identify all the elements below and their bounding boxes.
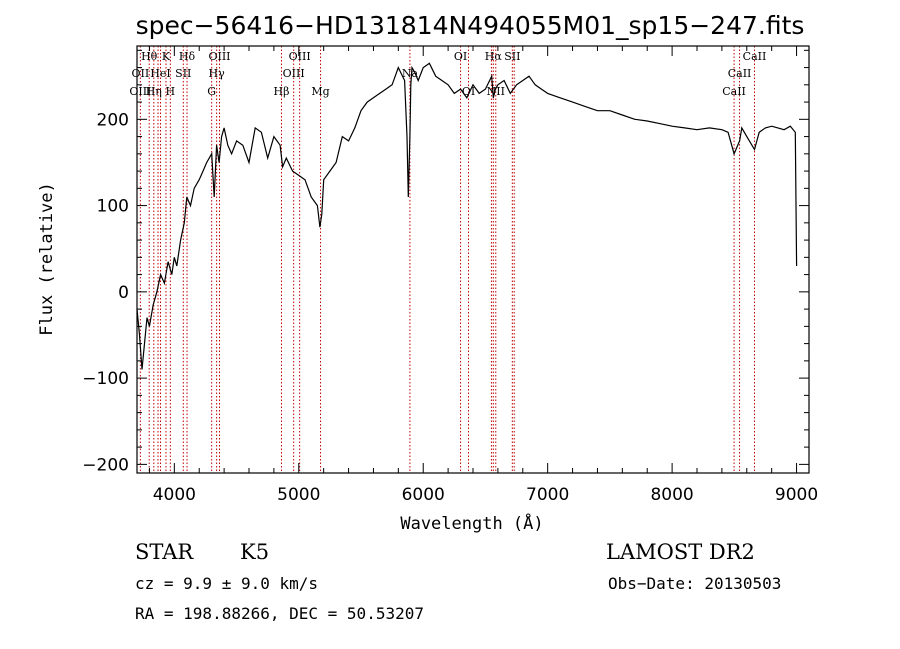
emission-line-labels: OII OIII Hθ Hη HeI K H SII Hδ G Hγ OIII Hβ OIII OIII Mg…	[129, 50, 766, 98]
y-tick-label: 100	[97, 197, 129, 217]
line-marker-label: SII	[175, 67, 191, 80]
line-marker-label: OIII	[283, 67, 305, 80]
line-marker-label: Hα	[485, 50, 503, 63]
line-marker-label: OI	[454, 50, 467, 63]
axis-tick-labels: 4000 5000 6000 7000 8000 9000 −200 −100 0 100 200	[82, 110, 818, 505]
line-marker-label: H	[166, 85, 176, 98]
x-tick-label: 7000	[526, 485, 569, 505]
redshift-text: cz = 9.9 ± 9.0 km/s	[135, 574, 319, 593]
obs-date: Obs−Date: 20130503	[608, 574, 782, 593]
axis-ticks	[137, 46, 809, 473]
y-tick-label: 200	[97, 110, 129, 130]
plot-frame	[136, 45, 810, 474]
object-class: STAR	[135, 540, 194, 564]
line-marker-label: SII	[504, 50, 520, 63]
y-tick-label: −200	[82, 455, 129, 475]
coordinates-text: RA = 198.88266, DEC = 50.53207	[135, 604, 424, 623]
line-marker-label: Na	[402, 67, 419, 80]
line-marker-label: NII	[487, 85, 505, 98]
y-tick-label: 0	[118, 283, 129, 303]
line-marker-label: Hδ	[179, 50, 196, 63]
emission-line-markers	[139, 46, 755, 473]
y-tick-label: −100	[82, 369, 129, 389]
line-marker-label: HeI	[150, 67, 170, 80]
line-marker-label: OIII	[289, 50, 311, 63]
line-marker-label: OI	[462, 85, 475, 98]
line-marker-label: Hγ	[209, 67, 226, 80]
line-marker-label: Hβ	[274, 85, 290, 98]
x-axis-label: Wavelength (Å)	[400, 512, 543, 534]
line-marker-label: CaII	[728, 67, 752, 80]
x-tick-label: 9000	[775, 485, 818, 505]
line-marker-label: Hη	[146, 85, 162, 98]
x-tick-label: 6000	[402, 485, 445, 505]
line-marker-label: G	[207, 85, 216, 98]
x-tick-label: 5000	[277, 485, 320, 505]
line-marker-label: OII	[132, 67, 150, 80]
line-marker-label: CaII	[722, 85, 746, 98]
line-marker-label: Mg	[311, 85, 329, 98]
line-marker-label: Hθ	[141, 50, 158, 63]
survey-name: LAMOST DR2	[606, 540, 755, 564]
x-tick-label: 8000	[650, 485, 693, 505]
spectrum-series-line	[136, 62, 798, 370]
x-tick-label: 4000	[153, 485, 196, 505]
chart-title: spec−56416−HD131814N494055M01_sp15−247.f…	[136, 11, 805, 40]
line-marker-label: K	[162, 50, 171, 63]
line-marker-label: OIII	[208, 50, 230, 63]
line-marker-label: CaII	[743, 50, 767, 63]
line-marker-label: OIII	[129, 85, 151, 98]
object-subclass: K5	[240, 540, 270, 564]
y-axis-label: Flux (relative)	[37, 182, 57, 336]
